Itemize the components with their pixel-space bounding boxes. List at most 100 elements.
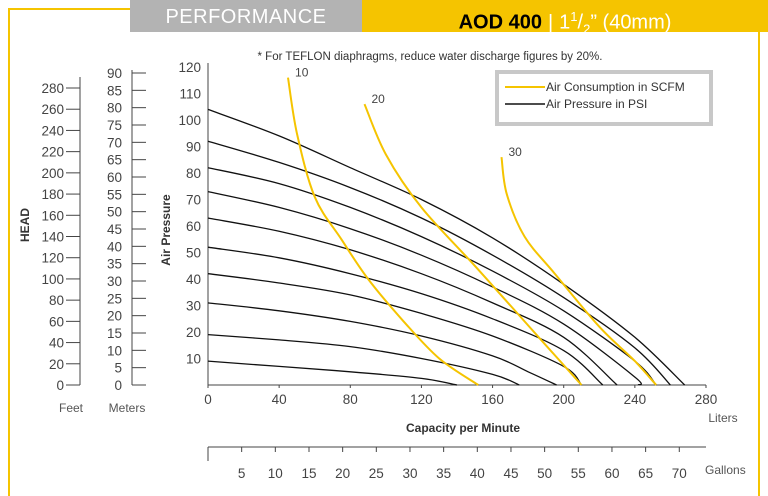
y-tick-label: 80 [186, 166, 201, 181]
meters-tick-label: 40 [107, 239, 122, 254]
meters-tick-label: 30 [107, 274, 122, 289]
meters-tick-label: 60 [107, 170, 122, 185]
feet-tick-label: 20 [49, 357, 64, 372]
y-tick-label: 30 [186, 299, 201, 314]
gallons-label: Gallons [705, 463, 746, 477]
teflon-note: * For TEFLON diaphragms, reduce water di… [258, 51, 603, 63]
feet-tick-label: 40 [49, 336, 64, 351]
feet-tick-label: 240 [41, 123, 64, 138]
meters-label: Meters [109, 401, 146, 415]
air-curve-label: 20 [372, 92, 386, 106]
model-name: AOD 400 [458, 11, 542, 34]
x-tick-label: 280 [695, 392, 718, 407]
air-consumption-curve [500, 156, 657, 386]
size-whole: 1 [559, 11, 571, 34]
gallons-tick-label: 5 [238, 466, 246, 481]
size-rest: ” (40mm) [590, 11, 672, 34]
gallons-tick-label: 15 [301, 466, 316, 481]
y-tick-label: 70 [186, 193, 201, 208]
air-curve-label: 10 [295, 66, 309, 80]
title-separator: | [547, 11, 554, 34]
meters-tick-label: 85 [107, 83, 122, 98]
y-tick-label: 50 [186, 246, 201, 261]
x-tick-label: 240 [624, 392, 647, 407]
feet-tick-label: 180 [41, 187, 64, 202]
pressure-curve [207, 360, 458, 386]
y-tick-label: 40 [186, 272, 201, 287]
gallons-tick-label: 60 [604, 466, 619, 481]
pressure-curve [207, 333, 520, 386]
y-tick-label: 10 [186, 352, 201, 367]
x-tick-label: 40 [272, 392, 287, 407]
plot-area: 10 20 30 40 50 60 70 80 90 100 110 120 0 40 80 120 160 20… [41, 60, 717, 481]
size-denominator: 2 [583, 21, 591, 37]
y-tick-label: 110 [179, 87, 201, 102]
gallons-tick-label: 25 [369, 466, 384, 481]
meters-tick-label: 80 [107, 101, 122, 116]
air-curve-label: 30 [508, 145, 522, 159]
pressure-curve [207, 167, 657, 386]
x-tick-label: 120 [410, 392, 433, 407]
feet-tick-label: 280 [41, 81, 64, 96]
feet-tick-label: 140 [41, 230, 64, 245]
x-tick-label: 160 [481, 392, 504, 407]
x-tick-label: 200 [552, 392, 575, 407]
air-consumption-curve [363, 103, 583, 386]
air-consumption-curve [287, 77, 479, 386]
feet-tick-label: 260 [41, 102, 64, 117]
gallons-tick-label: 20 [335, 466, 350, 481]
meters-tick-label: 90 [107, 66, 122, 81]
gallons-tick-label: 10 [268, 466, 283, 481]
meters-tick-label: 15 [107, 326, 122, 341]
meters-tick-label: 70 [107, 135, 122, 150]
gallons-tick-label: 50 [537, 466, 552, 481]
pressure-curve [207, 302, 557, 386]
meters-tick-label: 75 [107, 118, 122, 133]
meters-tick-label: 25 [107, 291, 122, 306]
pressure-curve [207, 108, 686, 386]
section-label: PERFORMANCE [130, 0, 362, 32]
y-tick-label: 90 [186, 140, 201, 155]
meters-tick-label: 65 [107, 153, 122, 168]
size-numerator: 1 [570, 9, 578, 24]
y-axis-title: Air Pressure [159, 194, 173, 266]
gallons-tick-label: 30 [402, 466, 417, 481]
gallons-tick-label: 65 [638, 466, 653, 481]
meters-tick-label: 50 [107, 205, 122, 220]
pressure-curve [207, 140, 671, 386]
model-title: AOD 400 | 11/2” (40mm) [362, 0, 768, 37]
gallons-tick-label: 55 [571, 466, 586, 481]
gallons-tick-label: 70 [672, 466, 687, 481]
meters-tick-label: 10 [107, 343, 122, 358]
x-tick-label: 80 [343, 392, 358, 407]
gallons-tick-label: 45 [503, 466, 518, 481]
y-tick-label: 100 [178, 113, 201, 128]
y-tick-label: 60 [186, 219, 201, 234]
meters-tick-label: 20 [107, 309, 122, 324]
pressure-curve [207, 246, 604, 386]
legend-pressure-label: Air Pressure in PSI [546, 97, 647, 111]
feet-tick-label: 200 [41, 166, 64, 181]
feet-tick-label: 220 [41, 145, 64, 160]
pressure-curve [207, 190, 642, 386]
meters-tick-label: 55 [107, 187, 122, 202]
feet-tick-label: 80 [49, 293, 64, 308]
gallons-tick-label: 35 [436, 466, 451, 481]
feet-tick-label: 60 [49, 314, 64, 329]
meters-tick-label: 45 [107, 222, 122, 237]
y-tick-label: 120 [178, 60, 201, 75]
y-tick-label: 20 [186, 325, 201, 340]
feet-tick-label: 160 [41, 208, 64, 223]
feet-tick-label: 120 [41, 251, 64, 266]
feet-tick-label: 100 [41, 272, 64, 287]
meters-tick-label: 5 [114, 361, 122, 376]
feet-tick-label: 0 [56, 378, 64, 393]
x-axis-title: Capacity per Minute [406, 421, 520, 435]
feet-label: Feet [59, 401, 84, 415]
x-unit-label: Liters [708, 411, 737, 425]
meters-tick-label: 35 [107, 257, 122, 272]
pressure-curve [207, 217, 618, 386]
legend-air-label: Air Consumption in SCFM [546, 80, 685, 94]
head-title: HEAD [18, 208, 32, 242]
